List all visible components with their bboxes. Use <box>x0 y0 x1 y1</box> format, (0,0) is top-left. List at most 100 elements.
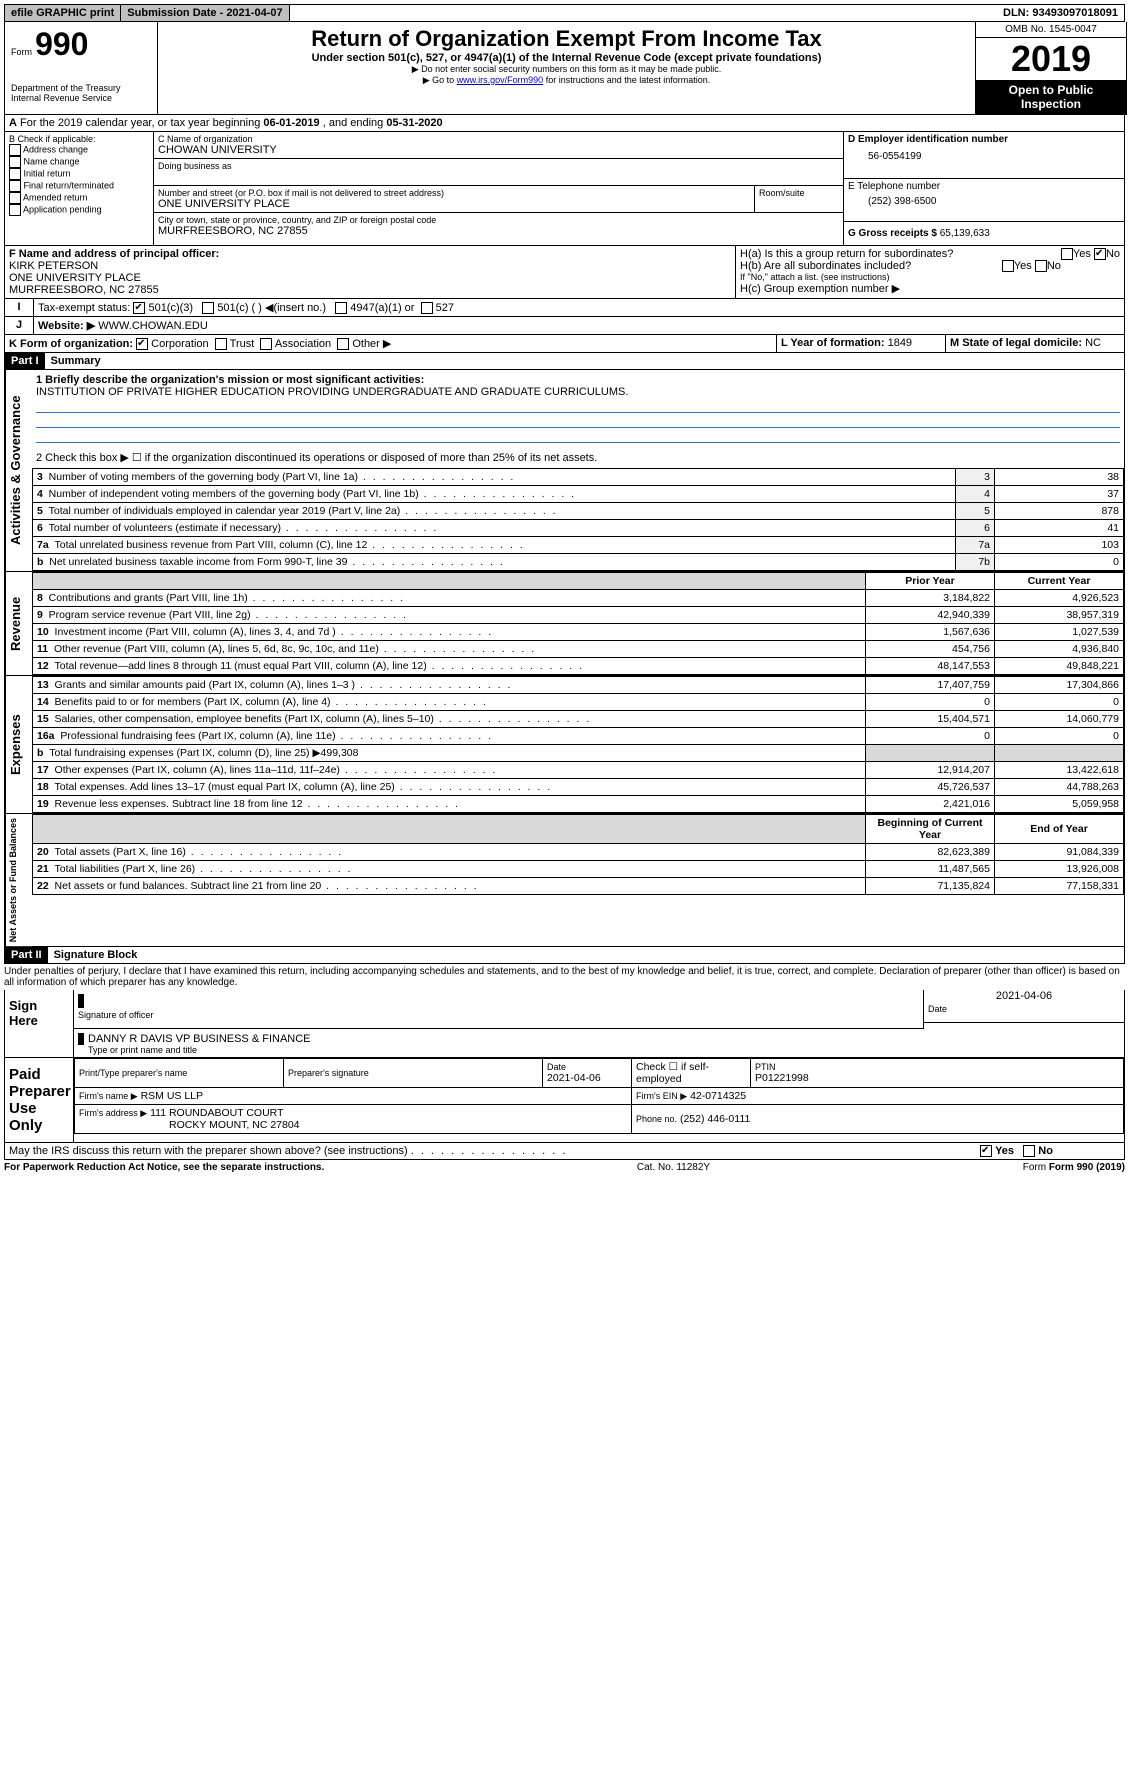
prep-sig-label: Preparer's signature <box>288 1068 538 1078</box>
c-text: 501(c) ( ) ◀(insert no.) <box>217 302 326 314</box>
firm-name: RSM US LLP <box>141 1090 203 1102</box>
c3-checkbox[interactable] <box>133 302 145 314</box>
org-address: ONE UNIVERSITY PLACE <box>158 198 750 210</box>
no-text: No <box>1106 248 1120 260</box>
firm-addr1: 111 ROUNDABOUT COURT <box>150 1107 283 1119</box>
discuss-yes: Yes <box>995 1145 1014 1157</box>
boxb-checkbox[interactable] <box>9 204 21 216</box>
other-text: Other ▶ <box>352 338 391 350</box>
box-b: B Check if applicable: Address change Na… <box>5 132 154 245</box>
sig-officer-label: Signature of officer <box>74 1008 923 1029</box>
table-row: 3 Number of voting members of the govern… <box>33 469 1124 486</box>
ptin-label: PTIN <box>755 1062 1119 1072</box>
hb-yes-checkbox[interactable] <box>1002 260 1014 272</box>
note-link-pre: ▶ Go to <box>423 75 457 85</box>
table-row: b Net unrelated business taxable income … <box>33 554 1124 571</box>
box-b-label: B Check if applicable: <box>9 134 149 144</box>
part1-header-row: Part I Summary <box>4 353 1125 370</box>
klm-row: K Form of organization: Corporation Trus… <box>4 335 1125 353</box>
box-f: F Name and address of principal officer:… <box>5 246 736 298</box>
assoc-checkbox[interactable] <box>260 338 272 350</box>
submission-date: Submission Date - 2021-04-07 <box>121 5 289 21</box>
irs: Internal Revenue Service <box>11 93 151 103</box>
part1-governance: Activities & Governance 1 Briefly descri… <box>4 370 1125 572</box>
table-row: 8 Contributions and grants (Part VIII, l… <box>33 590 1124 607</box>
no-text2: No <box>1047 260 1061 272</box>
omb-number: OMB No. 1545-0047 <box>976 22 1126 38</box>
table-row: 9 Program service revenue (Part VIII, li… <box>33 607 1124 624</box>
efile-print-button[interactable]: efile GRAPHIC print <box>5 5 121 21</box>
m-label: M State of legal domicile: <box>950 337 1082 349</box>
table-row: 7a Total unrelated business revenue from… <box>33 537 1124 554</box>
website-value: WWW.CHOWAN.EDU <box>98 320 208 332</box>
table-row: 12 Total revenue—add lines 8 through 11 … <box>33 658 1124 675</box>
sig-date: 2021-04-06 <box>924 990 1124 1002</box>
officer-name: KIRK PETERSON <box>9 260 731 272</box>
table-header-row: Prior YearCurrent Year <box>33 573 1124 590</box>
ha-no-checkbox[interactable] <box>1094 248 1106 260</box>
website-row: J Website: ▶ WWW.CHOWAN.EDU <box>4 317 1125 335</box>
boxb-checkbox[interactable] <box>9 192 21 204</box>
corp-checkbox[interactable] <box>136 338 148 350</box>
period-begin: 06-01-2019 <box>263 117 319 129</box>
table-row: 13 Grants and similar amounts paid (Part… <box>33 677 1124 694</box>
cat-no: Cat. No. 11282Y <box>637 1162 710 1173</box>
paid-label: Paid Preparer Use Only <box>5 1058 74 1142</box>
officer-group-block: F Name and address of principal officer:… <box>4 246 1125 299</box>
dln: DLN: 93493097018091 <box>997 5 1124 21</box>
org-name: CHOWAN UNIVERSITY <box>158 144 839 156</box>
ein-label: D Employer identification number <box>848 134 1008 145</box>
c-checkbox[interactable] <box>202 302 214 314</box>
c3-text: 501(c)(3) <box>148 302 193 314</box>
hc-label: H(c) Group exemption number ▶ <box>740 282 1120 295</box>
discuss-no: No <box>1038 1145 1053 1157</box>
side-netassets: Net Assets or Fund Balances <box>5 814 32 946</box>
discuss-yes-checkbox[interactable] <box>980 1145 992 1157</box>
s527-checkbox[interactable] <box>421 302 433 314</box>
period-end: 05-31-2020 <box>386 117 442 129</box>
boxb-checkbox[interactable] <box>9 144 21 156</box>
instructions-link[interactable]: www.irs.gov/Form990 <box>457 75 544 85</box>
mission-line <box>36 415 1120 428</box>
part1-netassets: Net Assets or Fund Balances Beginning of… <box>4 814 1125 947</box>
m-value: NC <box>1085 337 1101 349</box>
l-value: 1849 <box>888 337 912 349</box>
boxb-checkbox[interactable] <box>9 156 21 168</box>
table-row: 10 Investment income (Part VIII, column … <box>33 624 1124 641</box>
preparer-table: Print/Type preparer's name Preparer's si… <box>74 1058 1124 1134</box>
boxb-checkbox[interactable] <box>9 168 21 180</box>
firm-addr2: ROCKY MOUNT, NC 27804 <box>79 1119 627 1131</box>
discuss-no-checkbox[interactable] <box>1023 1145 1035 1157</box>
tax-exempt-label: Tax-exempt status: <box>38 302 130 314</box>
ptin: P01221998 <box>755 1072 1119 1084</box>
type-label: Type or print name and title <box>74 1045 1124 1057</box>
tax-exempt-row: I Tax-exempt status: 501(c)(3) 501(c) ( … <box>4 299 1125 317</box>
gross-value: 65,139,633 <box>940 228 990 239</box>
side-revenue: Revenue <box>5 572 32 675</box>
boxb-item: Application pending <box>9 204 149 216</box>
table-header-row: Beginning of Current YearEnd of Year <box>33 815 1124 844</box>
form-ref-text: Form 990 (2019) <box>1049 1162 1125 1173</box>
boxb-checkbox[interactable] <box>9 180 21 192</box>
hb-no-checkbox[interactable] <box>1035 260 1047 272</box>
firm-ein-label: Firm's EIN ▶ <box>636 1091 687 1101</box>
phone-label: E Telephone number <box>848 181 1120 192</box>
corp-text: Corporation <box>151 338 208 350</box>
yes-text: Yes <box>1073 248 1091 260</box>
a1-checkbox[interactable] <box>335 302 347 314</box>
other-checkbox[interactable] <box>337 338 349 350</box>
part2-title: Signature Block <box>48 947 144 963</box>
table-row: 18 Total expenses. Add lines 13–17 (must… <box>33 779 1124 796</box>
discuss-text: May the IRS discuss this return with the… <box>9 1145 408 1157</box>
box-c: C Name of organization CHOWAN UNIVERSITY… <box>154 132 844 245</box>
officer-addr1: ONE UNIVERSITY PLACE <box>9 272 731 284</box>
side-expenses: Expenses <box>5 676 32 813</box>
ha-label: H(a) Is this a group return for subordin… <box>740 248 953 260</box>
tax-year: 2019 <box>976 38 1126 80</box>
form-subtitle: Under section 501(c), 527, or 4947(a)(1)… <box>164 52 969 64</box>
k-label: K Form of organization: <box>9 338 133 350</box>
table-row: 16a Professional fundraising fees (Part … <box>33 728 1124 745</box>
trust-checkbox[interactable] <box>215 338 227 350</box>
period-row: A For the 2019 calendar year, or tax yea… <box>4 115 1125 132</box>
ha-yes-checkbox[interactable] <box>1061 248 1073 260</box>
